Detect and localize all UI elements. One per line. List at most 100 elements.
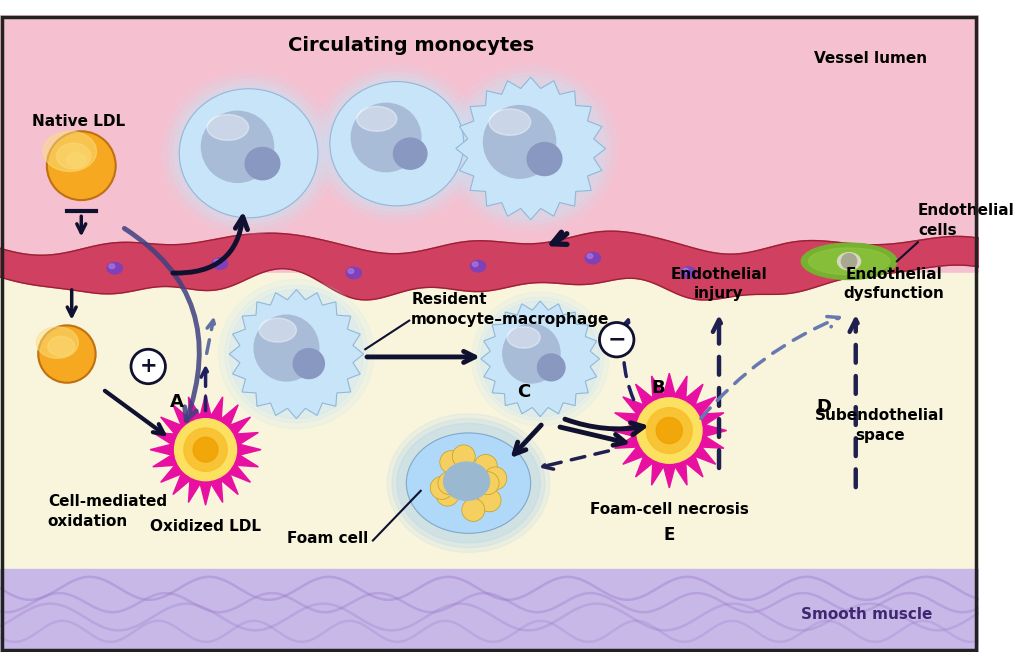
FancyArrowPatch shape xyxy=(173,217,248,273)
FancyArrowPatch shape xyxy=(560,427,625,446)
Ellipse shape xyxy=(202,111,273,182)
Text: Endothelial
injury: Endothelial injury xyxy=(671,267,767,301)
Ellipse shape xyxy=(587,253,593,259)
Polygon shape xyxy=(229,289,364,419)
FancyArrowPatch shape xyxy=(850,319,862,487)
Ellipse shape xyxy=(451,73,610,224)
FancyArrowPatch shape xyxy=(201,368,210,411)
Ellipse shape xyxy=(212,258,227,269)
Circle shape xyxy=(478,489,501,512)
Text: Smooth muscle: Smooth muscle xyxy=(801,607,932,622)
Ellipse shape xyxy=(47,131,116,200)
Ellipse shape xyxy=(443,462,489,500)
Ellipse shape xyxy=(293,349,325,379)
Text: C: C xyxy=(517,384,530,402)
Ellipse shape xyxy=(396,424,541,543)
Circle shape xyxy=(440,451,463,474)
Ellipse shape xyxy=(456,77,605,219)
Text: Resident
monocyte–macrophage: Resident monocyte–macrophage xyxy=(412,291,609,327)
Ellipse shape xyxy=(109,264,115,269)
Ellipse shape xyxy=(259,318,296,342)
Text: Endothelial
cells: Endothelial cells xyxy=(918,203,1015,237)
Ellipse shape xyxy=(808,248,890,275)
Ellipse shape xyxy=(330,81,464,206)
Text: Vessel lumen: Vessel lumen xyxy=(813,51,927,66)
Circle shape xyxy=(194,438,218,462)
Text: D: D xyxy=(817,398,831,416)
Polygon shape xyxy=(151,394,261,505)
Ellipse shape xyxy=(681,267,696,278)
Ellipse shape xyxy=(503,324,560,383)
Circle shape xyxy=(436,483,459,506)
Ellipse shape xyxy=(801,243,897,279)
Circle shape xyxy=(599,323,634,357)
Ellipse shape xyxy=(538,354,565,381)
Ellipse shape xyxy=(471,292,609,426)
Ellipse shape xyxy=(36,327,79,358)
Ellipse shape xyxy=(585,252,600,263)
FancyArrowPatch shape xyxy=(700,317,840,418)
Bar xyxy=(0,15,979,273)
Bar xyxy=(0,569,979,652)
Ellipse shape xyxy=(108,262,123,274)
Polygon shape xyxy=(456,77,605,219)
Text: A: A xyxy=(170,393,184,411)
FancyArrowPatch shape xyxy=(621,320,634,400)
FancyArrowPatch shape xyxy=(552,232,567,244)
Circle shape xyxy=(474,454,498,478)
Text: Foam cell: Foam cell xyxy=(287,531,368,546)
Circle shape xyxy=(656,418,682,444)
Ellipse shape xyxy=(407,433,530,534)
Text: Foam-cell necrosis: Foam-cell necrosis xyxy=(590,502,749,518)
Ellipse shape xyxy=(489,109,530,135)
Ellipse shape xyxy=(683,268,688,273)
Text: Native LDL: Native LDL xyxy=(32,114,125,129)
Ellipse shape xyxy=(313,66,480,221)
Circle shape xyxy=(646,408,692,454)
Ellipse shape xyxy=(351,103,421,171)
FancyArrowPatch shape xyxy=(68,290,76,316)
Text: Subendothelial
space: Subendothelial space xyxy=(815,408,944,443)
Ellipse shape xyxy=(229,289,364,419)
Ellipse shape xyxy=(225,285,368,423)
Ellipse shape xyxy=(254,315,318,381)
Ellipse shape xyxy=(481,301,600,417)
FancyArrowPatch shape xyxy=(543,451,608,469)
Ellipse shape xyxy=(444,66,617,231)
Circle shape xyxy=(453,445,475,468)
Ellipse shape xyxy=(346,267,361,279)
Text: Cell-mediated
oxidation: Cell-mediated oxidation xyxy=(48,494,167,529)
Ellipse shape xyxy=(219,279,374,429)
Ellipse shape xyxy=(387,414,550,552)
Ellipse shape xyxy=(245,147,280,179)
Text: Oxidized LDL: Oxidized LDL xyxy=(151,520,261,534)
Ellipse shape xyxy=(214,259,220,264)
Text: B: B xyxy=(651,378,665,396)
Text: Circulating monocytes: Circulating monocytes xyxy=(288,35,535,55)
FancyArrowPatch shape xyxy=(514,425,542,454)
Ellipse shape xyxy=(67,153,86,167)
Polygon shape xyxy=(481,301,600,417)
Circle shape xyxy=(174,419,237,481)
Ellipse shape xyxy=(356,107,396,131)
Ellipse shape xyxy=(838,253,860,270)
FancyArrowPatch shape xyxy=(104,391,164,434)
Circle shape xyxy=(184,428,227,472)
Ellipse shape xyxy=(477,297,603,420)
Ellipse shape xyxy=(472,262,478,267)
Ellipse shape xyxy=(319,72,474,215)
Text: Endothelial
dysfunction: Endothelial dysfunction xyxy=(844,267,944,301)
Circle shape xyxy=(430,476,454,500)
FancyArrowPatch shape xyxy=(207,320,216,354)
Ellipse shape xyxy=(43,131,96,171)
Text: −: − xyxy=(607,329,626,350)
Ellipse shape xyxy=(162,73,335,234)
Ellipse shape xyxy=(483,105,556,178)
Text: +: + xyxy=(139,356,157,376)
Ellipse shape xyxy=(470,260,485,272)
Ellipse shape xyxy=(169,79,329,227)
Bar xyxy=(0,273,979,569)
Ellipse shape xyxy=(56,143,91,169)
Circle shape xyxy=(476,472,499,495)
Ellipse shape xyxy=(179,89,317,218)
